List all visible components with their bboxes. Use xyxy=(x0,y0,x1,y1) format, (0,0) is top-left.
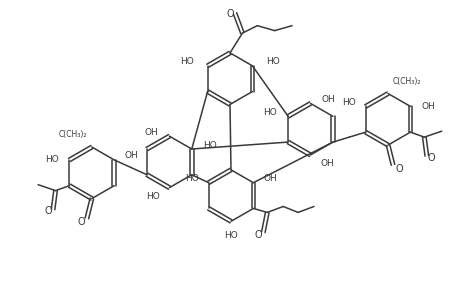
Text: HO: HO xyxy=(266,57,280,66)
Text: HO: HO xyxy=(341,98,355,107)
Text: O: O xyxy=(45,206,52,216)
Text: C(CH₃)₂: C(CH₃)₂ xyxy=(58,130,87,139)
Text: O: O xyxy=(226,9,234,19)
Text: HO: HO xyxy=(185,174,198,183)
Text: O: O xyxy=(426,153,434,163)
Text: O: O xyxy=(77,217,84,227)
Text: HO: HO xyxy=(263,108,277,117)
Text: HO: HO xyxy=(146,192,159,201)
Text: OH: OH xyxy=(145,128,158,137)
Text: OH: OH xyxy=(263,174,276,183)
Text: HO: HO xyxy=(45,155,58,164)
Text: OH: OH xyxy=(321,95,335,104)
Text: HO: HO xyxy=(202,140,216,149)
Text: OH: OH xyxy=(420,102,434,111)
Text: OH: OH xyxy=(124,152,138,160)
Text: OH: OH xyxy=(320,159,334,168)
Text: O: O xyxy=(254,230,262,240)
Text: O: O xyxy=(394,164,402,174)
Text: C(CH₃)₂: C(CH₃)₂ xyxy=(392,76,420,85)
Text: HO: HO xyxy=(224,231,237,240)
Text: HO: HO xyxy=(179,57,193,66)
